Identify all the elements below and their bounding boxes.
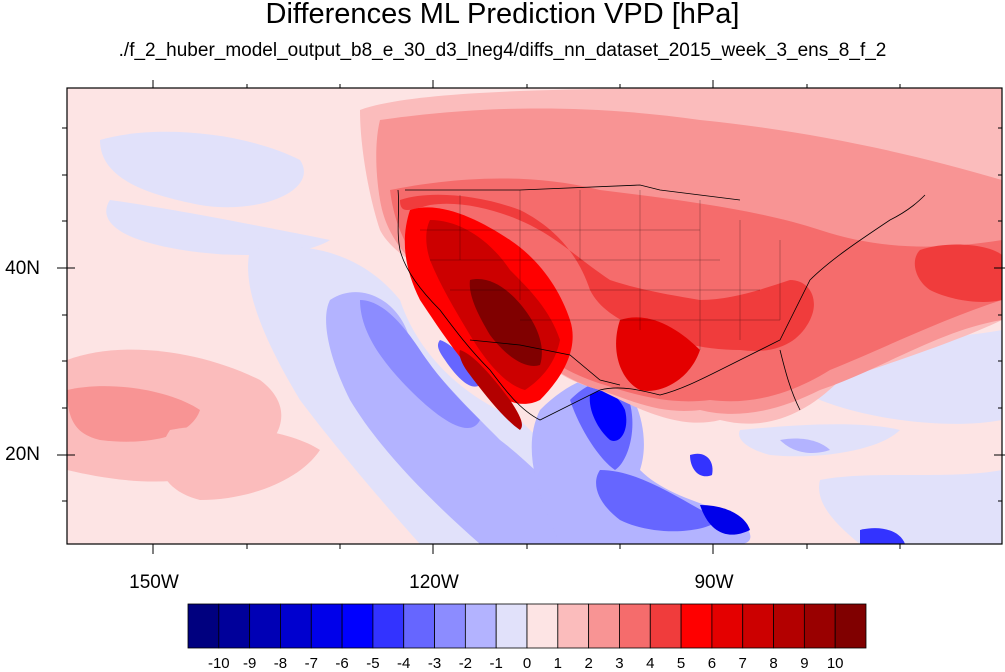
- region-pos-4-land: [400, 194, 814, 351]
- region-neg-4: [437, 340, 480, 387]
- region-neg-small-2: [106, 200, 330, 255]
- region-pos-10-west: [469, 279, 542, 366]
- colorbar-tick-label: 10: [826, 655, 844, 672]
- colorbar-tick-label: -5: [366, 655, 380, 672]
- colorbar-tick-label: 6: [707, 655, 717, 672]
- coastlines: [397, 184, 926, 421]
- lon-label-90w: 90W: [694, 572, 734, 593]
- region-neg-5b: [589, 390, 627, 441]
- map-plot-area: [67, 88, 1002, 544]
- colorbar-tick-label: -4: [397, 655, 411, 672]
- colorbar-tick-label: -10: [207, 655, 230, 672]
- colorbar-swatch: [711, 603, 744, 649]
- colorbar-swatch: [803, 603, 836, 649]
- region-pos-1b: [160, 426, 320, 500]
- coastline-florida: [779, 349, 801, 411]
- colorbar-tick-label: 4: [646, 655, 655, 672]
- region-neg-2-carib: [780, 438, 830, 453]
- colorbar-swatch: [588, 603, 620, 649]
- colorbar-swatch: [310, 603, 343, 649]
- colorbar-swatch: [495, 603, 528, 649]
- region-neg-small-1: [100, 131, 304, 208]
- colorbar-tick-label: -9: [242, 655, 257, 672]
- region-neg-5c: [690, 453, 713, 477]
- colorbar-swatch: [773, 603, 805, 649]
- colorbar-swatch: [649, 603, 682, 649]
- colorbar-tick-label: -7: [304, 655, 318, 672]
- colorbar-tick-label: 3: [615, 655, 624, 672]
- colorbar-swatch: [619, 603, 651, 649]
- lon-label-120w: 120W: [409, 572, 459, 593]
- colorbar-tick-label: 5: [676, 655, 686, 672]
- colorbar-swatch: [680, 603, 713, 649]
- colorbar-swatch: [526, 603, 559, 649]
- colorbar-swatch: [187, 603, 220, 649]
- colorbar-swatch: [834, 603, 867, 649]
- axis-ticks: [57, 80, 1005, 554]
- colorbar-swatch: [280, 603, 312, 649]
- map-subtitle: ./f_2_huber_model_output_b8_e_30_d3_lneg…: [118, 40, 887, 61]
- lat-label-20n: 20N: [5, 444, 40, 465]
- colorbar-swatch: [403, 603, 435, 649]
- colorbar-tick-label: 1: [553, 655, 562, 672]
- colorbar-swatch: [557, 603, 590, 649]
- colorbar-tick-label: 8: [769, 655, 778, 672]
- map-frame: [66, 87, 1003, 545]
- colorbar-swatch: [742, 603, 774, 649]
- state-lines-horizontal: [420, 229, 780, 321]
- region-pos-2a: [67, 386, 200, 442]
- colorbar-tick-label: -3: [427, 655, 442, 672]
- colorbar-swatch: [434, 603, 466, 649]
- region-pos-7-texas: [616, 317, 700, 391]
- region-neg-6c: [700, 505, 750, 535]
- colorbar-tick-label: 7: [738, 655, 747, 672]
- colorbar-tick-label: -1: [489, 655, 503, 672]
- colorbar-tick-label: 0: [522, 655, 532, 672]
- colorbar-swatch: [218, 603, 251, 649]
- colorbar-swatch: [464, 603, 497, 649]
- colorbar-tick-label: -8: [273, 655, 288, 672]
- lon-label-150w: 150W: [129, 572, 179, 593]
- colorbar-tick-label: 9: [800, 655, 809, 672]
- map-title: Differences ML Prediction VPD [hPa]: [265, 0, 740, 30]
- region-neg-3: [360, 300, 480, 429]
- colorbar: [187, 603, 867, 649]
- coastline-main: [397, 189, 926, 421]
- colorbar-swatch: [249, 603, 281, 649]
- colorbar-swatch: [341, 603, 374, 649]
- state-boundaries: [420, 190, 781, 350]
- region-neg-4c: [596, 470, 720, 532]
- region-pos-4-atl: [914, 244, 1002, 302]
- border-mexico-usa: [469, 339, 621, 386]
- lat-label-40n: 40N: [5, 258, 40, 279]
- colorbar-tick-label: 2: [584, 655, 593, 672]
- region-neg-1-carib: [739, 424, 900, 457]
- colorbar-tick-label: -6: [335, 655, 349, 672]
- colorbar-tick-label: -2: [458, 655, 473, 672]
- region-neg-5-south: [860, 528, 905, 544]
- region-neg-1-south: [819, 470, 1002, 544]
- border-canada-usa: [405, 184, 741, 201]
- colorbar-swatch: [372, 603, 405, 649]
- region-pos-9-baja: [459, 350, 522, 430]
